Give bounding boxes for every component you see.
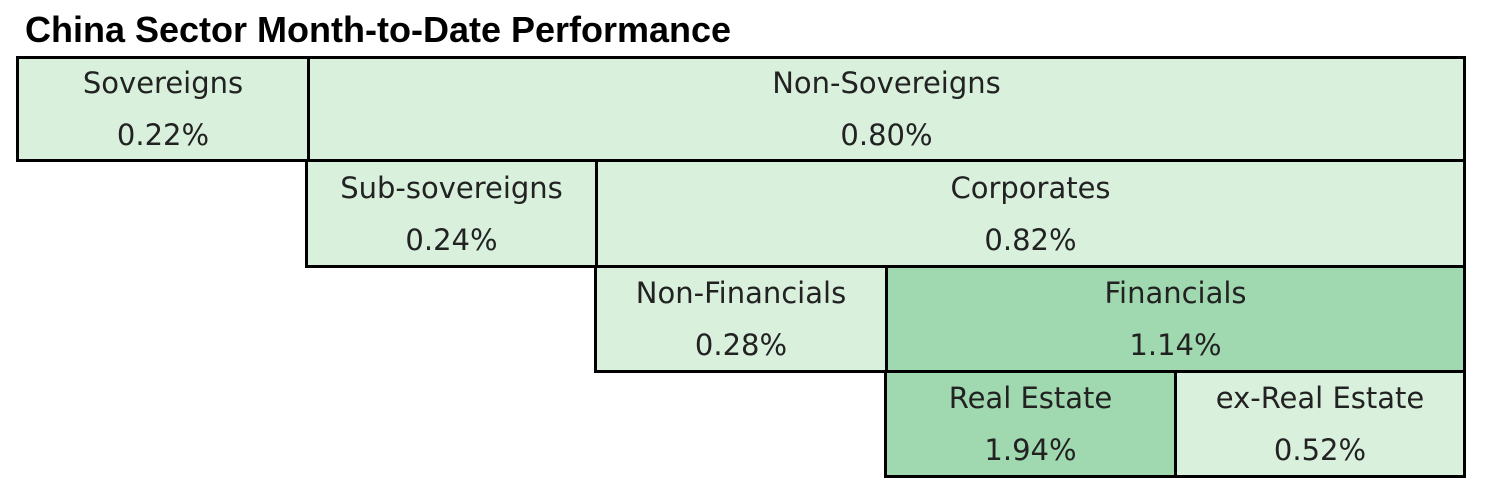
cell-real-estate: Real Estate 1.94% bbox=[884, 370, 1177, 478]
cell-sovereigns: Sovereigns 0.22% bbox=[16, 56, 310, 162]
chart-title: China Sector Month-to-Date Performance bbox=[25, 9, 732, 50]
cell-value: 0.52% bbox=[1273, 433, 1367, 467]
cell-label: Non-Financials bbox=[635, 276, 847, 310]
cell-value: 0.24% bbox=[405, 222, 498, 257]
cell-ex-real-estate: ex-Real Estate 0.52% bbox=[1174, 370, 1466, 478]
cell-value: 1.14% bbox=[1129, 328, 1222, 362]
cell-label: Non-Sovereigns bbox=[772, 66, 1001, 100]
cell-label: Financials bbox=[1104, 276, 1247, 310]
cell-label: ex-Real Estate bbox=[1215, 381, 1425, 415]
cell-value: 1.94% bbox=[984, 433, 1077, 467]
cell-value: 0.22% bbox=[116, 118, 210, 152]
cell-value: 0.28% bbox=[694, 328, 788, 362]
cell-label: Sovereigns bbox=[82, 66, 244, 100]
cell-non-financials: Non-Financials 0.28% bbox=[594, 265, 888, 373]
cell-value: 0.80% bbox=[840, 118, 933, 152]
cell-label: Real Estate bbox=[948, 381, 1113, 415]
cell-corporates: Corporates 0.82% bbox=[595, 159, 1466, 268]
cell-label: Corporates bbox=[950, 170, 1111, 205]
cell-sub-sovereigns: Sub-sovereigns 0.24% bbox=[305, 159, 598, 268]
cell-value: 0.82% bbox=[984, 222, 1077, 257]
cell-non-sovereigns: Non-Sovereigns 0.80% bbox=[307, 56, 1466, 162]
cell-label: Sub-sovereigns bbox=[340, 170, 563, 205]
cell-financials: Financials 1.14% bbox=[885, 265, 1466, 373]
